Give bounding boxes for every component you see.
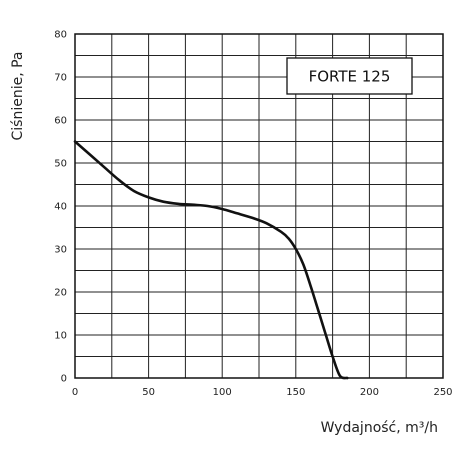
y-tick-label: 50 (54, 159, 67, 170)
legend-box (286, 57, 413, 95)
y-tick-label: 10 (54, 331, 67, 342)
series-layer (73, 140, 349, 380)
series-line (73, 140, 349, 380)
x-tick-label: 0 (72, 387, 78, 398)
y-tick-label: 20 (54, 288, 67, 299)
plot-frame (74, 33, 444, 379)
y-tick-label: 40 (54, 202, 67, 213)
x-tick-label: 50 (142, 387, 155, 398)
y-tick-label: 0 (61, 374, 67, 385)
y-axis-title: Ciśnienie, Pa (10, 51, 26, 140)
x-axis-title: Wydajność, m³/h (321, 420, 438, 436)
x-tick-label: 200 (360, 387, 379, 398)
y-tick-label: 30 (54, 245, 67, 256)
legend-label: FORTE 125 (309, 68, 391, 86)
x-tick-label: 250 (433, 387, 452, 398)
legend: FORTE 125 (286, 57, 413, 95)
y-tick-label: 70 (54, 73, 67, 84)
y-axis-ticks: 0 10 20 30 40 50 60 70 80 (54, 30, 67, 385)
x-tick-label: 150 (286, 387, 305, 398)
y-tick-label: 60 (54, 116, 67, 127)
x-axis-ticks: 0 50 100 150 200 250 (72, 387, 453, 398)
x-tick-label: 100 (213, 387, 232, 398)
y-tick-label: 80 (54, 30, 67, 41)
